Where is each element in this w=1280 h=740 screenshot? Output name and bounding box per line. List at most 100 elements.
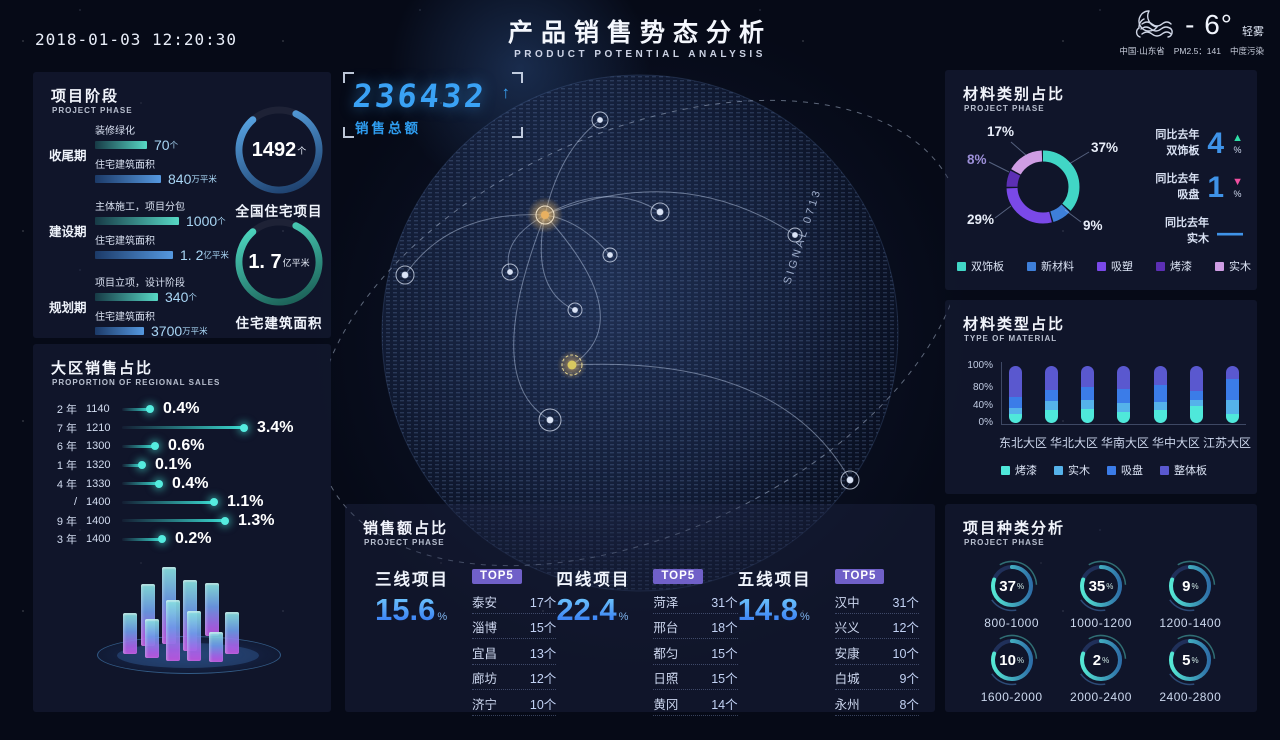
gauge-ring: 37% [984,558,1040,614]
city-count: 15个 [529,621,557,635]
tier-group-5: 五线项目 14.8% TOP5 汉中 31个 兴义 12个 [738,566,919,716]
row-label: 3 年 [56,534,77,547]
legend-swatch [1215,261,1224,271]
yoy-stat-shimu: 同比去年 实木 — [1113,216,1243,248]
frame-corner [512,72,523,83]
legend-swatch [1027,261,1036,271]
stage-row: 规划期 项目立项，设计阶段 340 个 住宅建筑面积 3700 万平米 [49,274,237,342]
stacked-bar [1225,366,1239,423]
bar-unit: 亿平米 [203,249,229,260]
city-count: 12个 [529,672,557,686]
gauge-ring: 2% [1073,632,1129,688]
gauge-grid: 37% 800-1000 35% 1000-1200 [967,558,1235,704]
city-name: 安康 [834,646,860,661]
chart-axes [1001,362,1246,425]
gauge-label: 住宅建筑面积 [235,316,323,331]
bar-fill [95,174,161,183]
legend-label: 吸塑 [1111,261,1133,273]
legend-label: 整体板 [1174,465,1207,477]
legend-item[interactable]: 吸盘 [1107,462,1143,478]
frame-corner [343,72,354,83]
bar-fill [95,326,144,335]
stat-label1: 同比去年 [1155,173,1200,185]
lollipop-line [122,479,163,488]
legend-item[interactable]: 新材料 [1027,258,1074,274]
bar-item: 住宅建筑面积 840 万平米 [95,156,237,187]
row-percent: 1.1% [227,493,264,511]
gauge-percent-unit: % [1016,581,1025,591]
segment-zhengtiban [1189,366,1203,391]
gauge-percent-unit: % [1016,655,1025,665]
legend-item[interactable]: 烤漆 [1001,462,1037,478]
city-count: 31个 [892,595,919,610]
panel-title: 项目阶段 [51,88,120,105]
bar-value: 70 [154,136,170,153]
percent-gauge: 2% 2000-2400 [1058,632,1144,704]
gauge-value: 1492 [251,138,297,161]
x-axis-categories: 东北大区 华北大区 华南大区 华中大区 江苏大区 [999,434,1251,451]
city-list: 菏泽 31个 邢台 18个 都匀 15个 [653,588,738,716]
stage-label: 规划期 [49,301,87,315]
stat-value: 1 [1207,170,1225,204]
row-base-value: 1320 [86,459,111,472]
segment-kaoqi [1045,410,1059,423]
segment-xipan [1081,387,1095,400]
panel-title: 销售额占比 [363,520,449,537]
gauge-floor-area: 1. 7 亿平米 [231,214,327,310]
legend-item[interactable]: 双饰板 [957,258,1004,274]
moon-cloud-icon [1136,10,1173,38]
lollipop-row: 4 年 1330 0.4% [47,474,323,493]
city-count: 15个 [711,646,738,661]
bar-item: 装修绿化 70 个 [95,122,237,153]
weather-pm25: PM2.5：141 [1173,46,1221,56]
legend-item[interactable]: 吸塑 [1097,258,1133,274]
city-row: 都匀 15个 [653,639,738,665]
row-base-value: 1400 [86,533,111,546]
weather-quality: 中度污染 [1229,46,1264,56]
lollipop-dot [240,423,248,432]
row-percent: 0.2% [175,530,212,548]
tier-name: 三线项目 [375,571,449,589]
bar-label: 住宅建筑面积 [95,236,155,247]
gauge-percent-unit: % [1102,655,1110,665]
percent-gauge: 5% 2400-2800 [1147,632,1233,704]
gauge-range-label: 2000-2400 [1070,690,1132,704]
lollipop-dot [151,442,159,451]
segment-shimu [1225,399,1239,414]
lollipop-line [122,423,248,432]
city-row: 日照 15个 [653,665,738,690]
bar-fill [95,292,158,301]
segment-xipan [1009,397,1022,408]
bar-item: 住宅建筑面积 1. 2 亿平米 [95,232,237,263]
percent-sign: % [799,611,810,623]
bar-unit: 万平米 [191,173,217,184]
legend-item[interactable]: 整体板 [1160,462,1207,478]
lollipop-dot [158,535,166,544]
sales-total-value: 236432 [351,77,489,115]
bar-unit: 个 [169,139,179,150]
city-row: 汉中 31个 [834,588,919,614]
lollipop-row: 3 年 1400 0.2% [47,530,323,549]
lollipop-dot [210,498,218,507]
globe-sphere [381,74,899,592]
row-percent: 0.6% [168,437,205,455]
city-count: 12个 [892,621,919,635]
segment-shimu [1081,399,1095,409]
legend-item[interactable]: 烤漆 [1156,258,1192,274]
legend-item[interactable]: 实木 [1054,462,1090,478]
row-percent: 0.4% [163,400,200,418]
gauge-range-label: 800-1000 [984,616,1040,630]
lollipop-dot [155,479,163,488]
yoy-stat-shuangshiban: 同比去年 双饰板 4 ▲% [1113,128,1243,160]
y-axis-tick: 0% [978,417,993,428]
phase-bar-list: 收尾期 装修绿化 70 个 住宅建筑面积 840 万平米 建设期 主体施工，项目分包 [49,122,237,350]
lollipop-row: 6 年 1300 0.6% [47,437,323,456]
lollipop-line [122,498,218,507]
bar-value: 1000 [186,212,218,229]
city-row: 永州 8个 [834,690,919,716]
legend-item[interactable]: 实木 [1215,258,1251,274]
segment-shimu [1009,407,1022,415]
category-label: 华南大区 [1100,436,1149,450]
y-axis-tick: 40% [972,400,993,411]
donut-chart [988,141,1090,224]
